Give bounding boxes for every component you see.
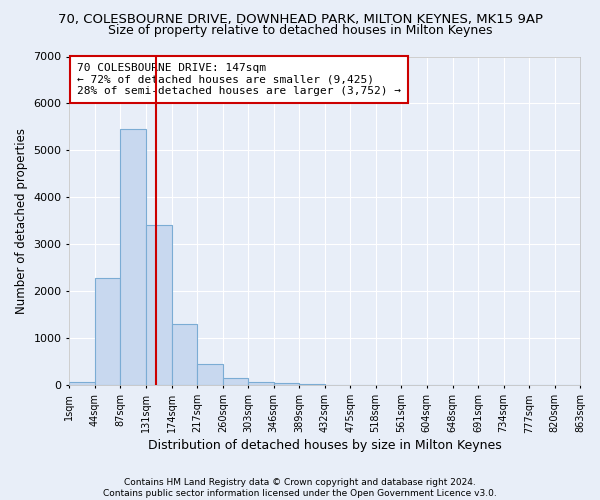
Bar xyxy=(197,364,223,386)
Bar xyxy=(274,383,299,386)
Bar xyxy=(70,382,95,386)
Text: 70 COLESBOURNE DRIVE: 147sqm
← 72% of detached houses are smaller (9,425)
28% of: 70 COLESBOURNE DRIVE: 147sqm ← 72% of de… xyxy=(77,63,401,96)
Bar xyxy=(223,378,248,386)
Bar xyxy=(95,278,120,386)
Bar xyxy=(248,382,274,386)
Text: Contains HM Land Registry data © Crown copyright and database right 2024.
Contai: Contains HM Land Registry data © Crown c… xyxy=(103,478,497,498)
X-axis label: Distribution of detached houses by size in Milton Keynes: Distribution of detached houses by size … xyxy=(148,440,502,452)
Y-axis label: Number of detached properties: Number of detached properties xyxy=(15,128,28,314)
Bar xyxy=(120,129,146,386)
Bar xyxy=(172,324,197,386)
Text: 70, COLESBOURNE DRIVE, DOWNHEAD PARK, MILTON KEYNES, MK15 9AP: 70, COLESBOURNE DRIVE, DOWNHEAD PARK, MI… xyxy=(58,12,542,26)
Bar xyxy=(146,224,172,386)
Text: Size of property relative to detached houses in Milton Keynes: Size of property relative to detached ho… xyxy=(108,24,492,37)
Bar xyxy=(299,384,325,386)
